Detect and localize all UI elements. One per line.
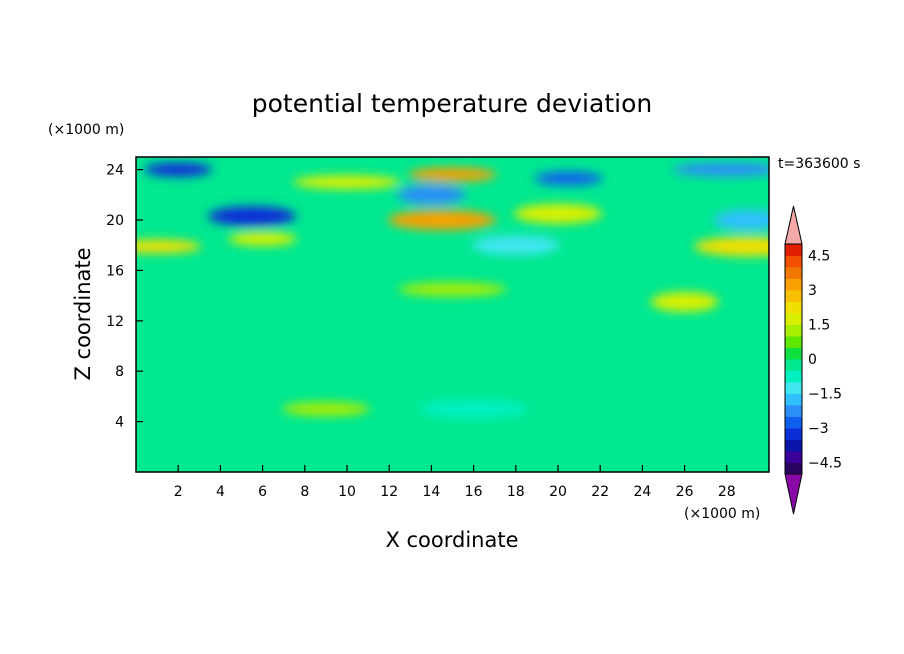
colorbar-tick-label: −3 <box>808 421 829 437</box>
colorbar-tick-label: 1.5 <box>808 318 830 334</box>
colorbar-over-triangle <box>784 205 803 245</box>
heatmap-feature <box>281 402 370 416</box>
colorbar-tick-label: 0 <box>808 352 817 368</box>
colorbar-segment <box>785 439 802 452</box>
heatmap-feature <box>713 210 769 230</box>
x-tick-label: 22 <box>591 484 609 500</box>
x-tick-label: 4 <box>216 484 225 500</box>
y-units-label: (×1000 m) <box>48 122 124 138</box>
time-label: t=363600 s <box>778 156 860 172</box>
colorbar-segment <box>785 290 802 302</box>
colorbar-segment <box>785 336 802 348</box>
x-axis: 2 4 6 8 10 12 14 16 18 20 22 24 26 28 <box>174 465 736 500</box>
colorbar-segment <box>785 370 802 383</box>
colorbar-segment <box>785 324 802 337</box>
y-tick-label: 20 <box>106 213 124 229</box>
colorbar-segment <box>785 301 802 314</box>
x-tick-label: 26 <box>676 484 694 500</box>
colorbar-tick-label: 3 <box>808 283 817 299</box>
colorbar-segment <box>785 255 802 268</box>
heatmap-feature <box>471 235 560 256</box>
x-tick-label: 18 <box>507 484 525 500</box>
colorbar-under-triangle <box>784 473 803 515</box>
y-axis-label: Z coordinate <box>71 247 95 380</box>
x-tick-label: 12 <box>380 484 398 500</box>
heatmap-feature <box>398 282 507 297</box>
heatmap-feature <box>514 203 602 224</box>
heatmap-feature <box>534 171 603 186</box>
heatmap-feature <box>419 399 528 419</box>
colorbar-segment <box>785 244 802 256</box>
heatmap-feature <box>650 291 719 312</box>
colorbar-segment <box>785 462 802 475</box>
heatmap-feature <box>293 175 401 190</box>
colorbar-segment <box>785 313 802 325</box>
heatmap-feature <box>672 162 769 177</box>
x-tick-label: 24 <box>633 484 651 500</box>
x-axis-label: X coordinate <box>385 528 518 552</box>
colorbar-segment <box>785 405 802 417</box>
heatmap-features <box>136 162 769 419</box>
heatmap-feature <box>408 167 497 182</box>
y-tick-label: 4 <box>115 415 124 431</box>
heatmap-feature <box>397 184 466 205</box>
colorbar-segment <box>785 393 802 406</box>
colorbar-segment <box>785 347 802 360</box>
colorbar-segment <box>785 382 802 394</box>
colorbar-segment <box>785 416 802 429</box>
plot-frame <box>135 156 770 473</box>
heatmap-feature <box>228 231 297 246</box>
x-tick-label: 14 <box>422 484 440 500</box>
chart-title: potential temperature deviation <box>252 89 652 118</box>
x-units-label: (×1000 m) <box>684 506 760 522</box>
x-tick-label: 10 <box>338 484 356 500</box>
colorbar: 4.5 3 1.5 0 −1.5 −3 −4.5 <box>784 205 842 515</box>
heatmap-feature <box>693 236 769 257</box>
x-tick-label: 2 <box>174 484 183 500</box>
x-tick-label: 8 <box>300 484 309 500</box>
heatmap-feature <box>144 162 213 177</box>
colorbar-tick-label: −1.5 <box>808 387 842 403</box>
y-tick-label: 12 <box>106 314 124 330</box>
colorbar-segment <box>785 267 802 279</box>
x-tick-label: 16 <box>465 484 483 500</box>
x-tick-label: 28 <box>718 484 736 500</box>
y-tick-label: 16 <box>106 263 124 279</box>
colorbar-segment <box>785 428 802 440</box>
x-tick-label: 20 <box>549 484 567 500</box>
colorbar-tick-label: 4.5 <box>808 249 830 265</box>
colorbar-tick-label: −4.5 <box>808 456 842 472</box>
y-tick-label: 8 <box>115 364 124 380</box>
heatmap-feature <box>387 210 496 230</box>
heatmap-feature <box>136 239 202 254</box>
colorbar-frame <box>784 243 803 475</box>
colorbar-segment <box>785 451 802 463</box>
y-axis: 4 8 12 16 20 24 <box>106 163 143 431</box>
y-tick-label: 24 <box>106 163 124 179</box>
plot-background <box>136 157 769 472</box>
x-tick-label: 6 <box>258 484 267 500</box>
colorbar-segment <box>785 278 802 291</box>
heatmap-plot-area <box>136 157 769 472</box>
colorbar-segment <box>785 359 802 371</box>
heatmap-feature <box>208 206 297 227</box>
